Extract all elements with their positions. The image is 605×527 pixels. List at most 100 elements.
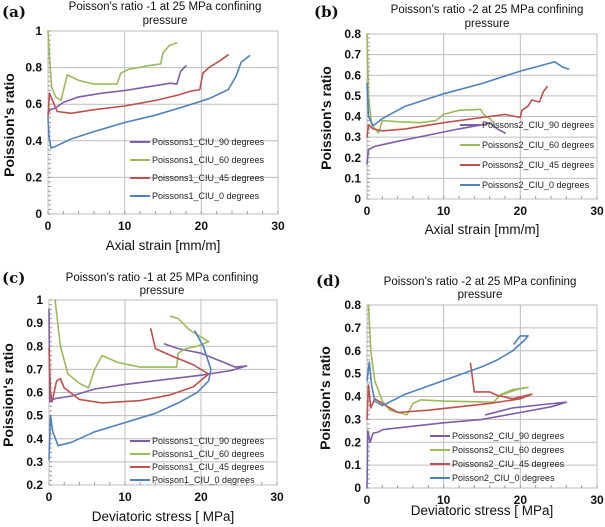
legend-entry: Poissons2_CIU_60 degrees [482, 140, 595, 150]
y-tick-label: 0.7 [344, 321, 361, 335]
plot-frame [47, 30, 279, 215]
panel-label: (d) [316, 272, 341, 290]
y-tick-label: 0.2 [26, 478, 43, 492]
x-tick-label: 0 [46, 490, 53, 504]
chart-title: Poisson's ratio -1 at 25 MPa confining [66, 272, 259, 284]
y-tick-label: 0.6 [25, 97, 42, 111]
y-tick-label: 0 [354, 192, 361, 206]
x-tick-label: 0 [364, 493, 371, 507]
panel-label: (c) [2, 269, 25, 287]
legend-entry: Poissons2_CIU_90 degrees [482, 120, 595, 130]
y-tick-label: 1 [36, 293, 43, 307]
y-tick-label: 0.8 [344, 27, 361, 41]
chart-panel-a: 0 10 20 30 0 0.2 0.4 0.6 0.8 1 Poissons1_CIU_90 de… [1, 1, 285, 253]
x-axis-label: Deviatoric stress [ MPa] [92, 509, 235, 524]
chart-title: Poisson's ratio -2 at 25 MPa confining [391, 4, 584, 16]
chart-panel-d: 0 10 20 30 0 0.1 0.2 0.3 0.4 0.5 0.6 0.7 0.8 Poissons… [316, 272, 604, 518]
chart-title-line2: pressure [140, 285, 185, 297]
y-tick-label: 0.1 [344, 171, 361, 185]
legend-entry: Poissons1_CIU_60 degrees [152, 449, 265, 459]
series-line-deg90 [48, 308, 248, 403]
panel-label: (b) [314, 3, 339, 21]
y-tick-label: 0 [35, 207, 42, 221]
legend-entry: Poisson1_CIU_0 degrees [152, 475, 255, 485]
x-tick-label: 10 [118, 219, 132, 233]
x-axis-label: Axial strain [mm/m] [425, 222, 540, 237]
y-tick-label: 0.5 [26, 409, 43, 423]
y-tick-label: 0.5 [344, 367, 361, 381]
y-tick-label: 0.3 [344, 130, 361, 144]
legend-entry: Poissons2_CIU_45 degrees [452, 459, 565, 469]
x-tick-label: 20 [194, 490, 208, 504]
x-tick-label: 0 [364, 204, 371, 218]
x-tick-label: 10 [437, 204, 451, 218]
y-tick-label: 0.9 [26, 316, 43, 330]
chart-panel-c: 0 10 20 30 0.2 0.3 0.4 0.5 0.6 0.7 0.8 0.9 1 Poissons… [0, 269, 284, 524]
legend: Poissons2_CIU_90 degrees Poissons2_CIU_60… [430, 431, 565, 483]
x-tick-label: 0 [45, 219, 52, 233]
x-axis-label: Axial strain [mm/m] [106, 238, 221, 253]
panel-label: (a) [2, 3, 26, 21]
x-tick-label: 20 [195, 219, 209, 233]
legend-entry: Poissons1_CIU_0 degrees [152, 191, 260, 201]
series-line-deg90 [366, 121, 506, 165]
y-axis-label: Poission's ratio [317, 346, 333, 450]
y-tick-label: 1 [35, 24, 42, 38]
chart-title-line2: pressure [458, 289, 503, 301]
series-line-deg0 [366, 61, 570, 127]
series-line-deg0 [48, 330, 212, 461]
x-tick-label: 30 [271, 219, 285, 233]
y-tick-label: 0.6 [26, 386, 43, 400]
y-tick-label: 0.1 [344, 458, 361, 472]
legend-entry: Poissons1_CIU_90 degrees [152, 137, 265, 147]
x-tick-label: 20 [514, 204, 528, 218]
y-tick-label: 0.7 [344, 48, 361, 62]
series-line-deg45 [47, 54, 229, 118]
y-tick-label: 0.6 [344, 344, 361, 358]
series-line-deg45 [366, 362, 533, 421]
chart-title: Poisson's ratio -1 at 25 MPa confining [69, 1, 262, 13]
legend: Poissons1_CIU_90 degrees Poissons1_CIU_60… [130, 436, 265, 485]
y-tick-label: 0.6 [344, 68, 361, 82]
y-tick-label: 0.2 [25, 170, 42, 184]
series-line-deg60 [367, 304, 529, 416]
y-axis-label: Poission's ratio [1, 73, 17, 177]
legend-entry: Poisson2_CIU_0 degrees [452, 473, 555, 483]
series-line-deg60 [47, 30, 178, 102]
series-line-deg90 [47, 65, 187, 115]
series-line-deg45 [366, 85, 548, 138]
legend-entry: Poissons1_CIU_90 degrees [152, 436, 265, 446]
series-line-deg45 [48, 328, 210, 404]
y-tick-label: 0.4 [25, 134, 42, 148]
series-line-deg60 [54, 299, 210, 389]
y-tick-label: 0.2 [344, 435, 361, 449]
chart-title-line2: pressure [465, 18, 510, 30]
y-axis-label: Poission's ratio [0, 343, 16, 447]
x-axis-label: Deviatoric stress [ MPa] [411, 503, 554, 518]
y-tick-label: 0 [354, 481, 361, 495]
x-tick-label: 30 [590, 493, 604, 507]
x-tick-label: 20 [514, 493, 528, 507]
y-tick-label: 0.4 [344, 110, 361, 124]
chart-panel-b: 0 10 20 30 0 0.1 0.2 0.3 0.4 0.5 0.6 0.7 0.8 Poissons… [314, 3, 604, 237]
y-tick-label: 0.3 [26, 455, 43, 469]
legend-entry: Poissons1_CIU_45 degrees [152, 173, 265, 183]
legend-entry: Poissons1_CIU_45 degrees [152, 462, 265, 472]
y-axis-label: Poission's ratio [318, 66, 334, 170]
y-tick-label: 0.3 [344, 412, 361, 426]
x-tick-label: 30 [590, 204, 604, 218]
y-tick-label: 0.2 [344, 151, 361, 165]
x-tick-label: 10 [437, 493, 451, 507]
legend-entry: Poissons2_CIU_0 degrees [482, 180, 590, 190]
x-tick-label: 30 [270, 490, 284, 504]
y-tick-label: 0.8 [26, 339, 43, 353]
legend-entry: Poissons2_CIU_45 degrees [482, 160, 595, 170]
series-line-deg0 [47, 54, 251, 149]
x-tick-label: 10 [118, 490, 132, 504]
legend-entry: Poissons2_CIU_90 degrees [452, 431, 565, 441]
y-tick-label: 0.4 [26, 432, 43, 446]
y-tick-label: 0.7 [26, 362, 43, 376]
chart-title-line2: pressure [143, 15, 188, 27]
legend-entry: Poissons2_CIU_60 degrees [452, 445, 565, 455]
